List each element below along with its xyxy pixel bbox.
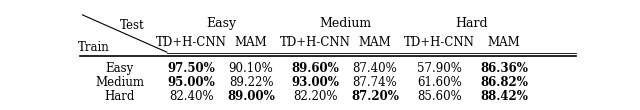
Text: 86.36%: 86.36%	[480, 62, 528, 75]
Text: Hard: Hard	[104, 90, 135, 103]
Text: 88.42%: 88.42%	[480, 90, 528, 103]
Text: 97.50%: 97.50%	[168, 62, 216, 75]
Text: TD+H-CNN: TD+H-CNN	[156, 36, 227, 49]
Text: MAM: MAM	[359, 36, 392, 49]
Text: 82.40%: 82.40%	[170, 90, 214, 103]
Text: 87.74%: 87.74%	[353, 76, 397, 89]
Text: 82.20%: 82.20%	[293, 90, 338, 103]
Text: MAM: MAM	[488, 36, 520, 49]
Text: Easy: Easy	[206, 17, 236, 30]
Text: Medium: Medium	[95, 76, 144, 89]
Text: MAM: MAM	[235, 36, 268, 49]
Text: TD+H-CNN: TD+H-CNN	[404, 36, 475, 49]
Text: 87.40%: 87.40%	[353, 62, 397, 75]
Text: 57.90%: 57.90%	[417, 62, 462, 75]
Text: TD+H-CNN: TD+H-CNN	[280, 36, 351, 49]
Text: Test: Test	[120, 19, 145, 32]
Text: 86.82%: 86.82%	[480, 76, 528, 89]
Text: 61.60%: 61.60%	[417, 76, 462, 89]
Text: 85.60%: 85.60%	[417, 90, 462, 103]
Text: 89.22%: 89.22%	[229, 76, 273, 89]
Text: 93.00%: 93.00%	[292, 76, 340, 89]
Text: Hard: Hard	[456, 17, 488, 30]
Text: 90.10%: 90.10%	[228, 62, 273, 75]
Text: 87.20%: 87.20%	[351, 90, 399, 103]
Text: 89.00%: 89.00%	[227, 90, 275, 103]
Text: Medium: Medium	[319, 17, 371, 30]
Text: Easy: Easy	[106, 62, 134, 75]
Text: 89.60%: 89.60%	[292, 62, 339, 75]
Text: Train: Train	[78, 41, 110, 54]
Text: 95.00%: 95.00%	[168, 76, 216, 89]
